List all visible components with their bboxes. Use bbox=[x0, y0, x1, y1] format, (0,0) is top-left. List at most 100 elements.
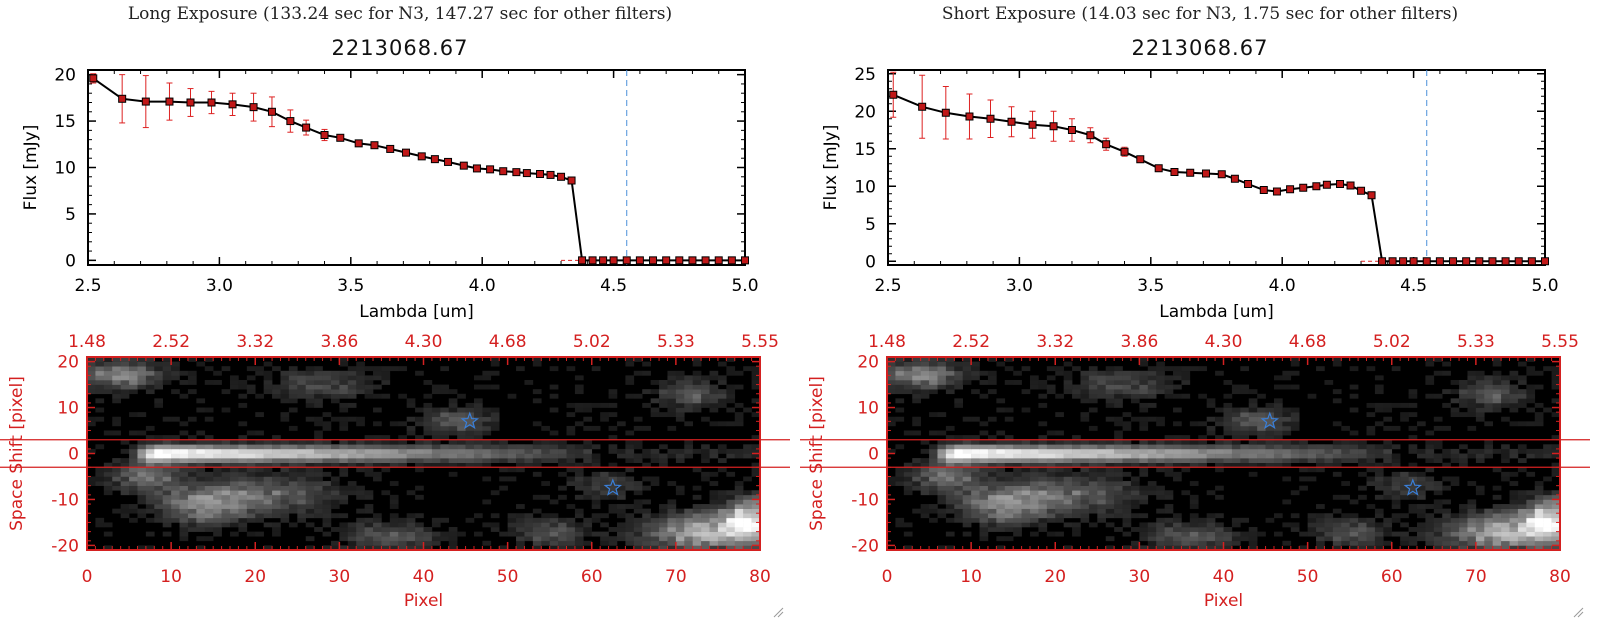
image-pixel bbox=[272, 490, 281, 496]
image-pixel bbox=[532, 398, 542, 404]
image-pixel bbox=[1374, 508, 1384, 514]
image-pixel bbox=[255, 448, 264, 454]
image-pixel bbox=[145, 494, 155, 500]
image-pixel bbox=[541, 522, 550, 528]
image-pixel bbox=[650, 379, 660, 385]
image-pixel bbox=[1492, 448, 1502, 454]
image-pixel bbox=[1114, 494, 1123, 500]
image-pixel bbox=[171, 444, 180, 450]
image-pixel bbox=[1484, 545, 1493, 551]
image-pixel bbox=[1517, 504, 1527, 509]
image-pixel bbox=[196, 476, 206, 482]
image-pixel bbox=[440, 425, 450, 431]
image-pixel bbox=[457, 407, 466, 413]
image-pixel bbox=[1080, 384, 1090, 390]
image-pixel bbox=[743, 508, 752, 514]
image-pixel bbox=[465, 458, 475, 463]
image-pixel bbox=[726, 517, 736, 523]
image-pixel bbox=[1324, 462, 1334, 468]
image-pixel bbox=[305, 453, 315, 459]
image-pixel bbox=[1366, 545, 1376, 551]
image-pixel bbox=[743, 448, 752, 454]
image-pixel bbox=[347, 527, 357, 532]
image-pixel bbox=[339, 421, 349, 427]
image-pixel bbox=[1164, 393, 1174, 399]
image-pixel bbox=[717, 375, 727, 381]
image-pixel bbox=[920, 513, 930, 519]
image-pixel bbox=[364, 393, 374, 399]
image-pixel bbox=[516, 513, 525, 519]
image-pixel bbox=[457, 430, 466, 436]
image-pixel bbox=[659, 453, 668, 459]
resize-grip-icon[interactable] bbox=[1572, 606, 1584, 618]
image-pixel bbox=[95, 476, 105, 482]
image-pixel bbox=[726, 407, 736, 413]
image-pixel bbox=[499, 453, 508, 459]
image-pixel bbox=[364, 536, 374, 542]
image-pixel bbox=[347, 462, 357, 468]
image-pixel bbox=[196, 471, 206, 477]
image-pixel bbox=[675, 370, 685, 376]
image-pixel bbox=[196, 361, 206, 367]
image-pixel bbox=[751, 517, 761, 523]
image-pixel bbox=[558, 536, 567, 542]
image-pixel bbox=[1231, 430, 1241, 436]
image-pixel bbox=[1097, 471, 1107, 477]
data-point bbox=[1357, 186, 1366, 195]
image-pixel bbox=[1139, 393, 1149, 399]
image-pixel bbox=[633, 517, 643, 523]
image-pixel bbox=[1282, 407, 1292, 413]
image-pixel bbox=[650, 448, 660, 454]
image-pixel bbox=[1501, 471, 1510, 477]
image-pixel bbox=[541, 458, 550, 463]
image-pixel bbox=[87, 361, 96, 367]
image-pixel bbox=[1534, 402, 1544, 408]
data-point bbox=[588, 256, 597, 265]
image-pixel bbox=[566, 444, 576, 450]
image-pixel bbox=[213, 444, 222, 450]
image-pixel bbox=[1105, 379, 1115, 385]
image-pixel bbox=[1341, 540, 1350, 546]
image-pixel bbox=[1030, 481, 1039, 486]
resize-grip-icon[interactable] bbox=[772, 606, 784, 618]
image-pixel bbox=[1299, 448, 1308, 454]
image-pixel bbox=[1038, 476, 1048, 482]
image-pixel bbox=[1248, 430, 1258, 436]
image-pixel bbox=[1400, 522, 1409, 528]
image-pixel bbox=[1240, 421, 1250, 427]
image-pixel bbox=[516, 448, 525, 454]
image-pixel bbox=[929, 357, 938, 362]
image-pixel bbox=[1425, 536, 1435, 542]
image-pixel bbox=[1189, 545, 1199, 551]
image-pixel bbox=[204, 485, 214, 491]
image-pixel bbox=[1374, 476, 1384, 482]
image-pixel bbox=[692, 536, 702, 542]
image-pixel bbox=[625, 476, 635, 482]
image-pixel bbox=[692, 389, 702, 395]
image-pixel bbox=[1063, 490, 1073, 496]
image-pixel bbox=[389, 545, 399, 551]
image-pixel bbox=[726, 504, 736, 509]
data-point bbox=[701, 256, 710, 265]
image-pixel bbox=[1501, 545, 1510, 551]
image-pixel bbox=[524, 527, 534, 532]
image-pixel bbox=[1290, 421, 1300, 427]
image-pixel bbox=[1156, 389, 1165, 395]
image-pixel bbox=[415, 513, 424, 519]
image-pixel bbox=[1257, 458, 1266, 463]
image-pixel bbox=[1164, 366, 1174, 372]
image-pixel bbox=[1526, 490, 1536, 496]
image-pixel bbox=[339, 389, 349, 395]
image-pixel bbox=[1442, 485, 1451, 491]
image-pixel bbox=[322, 444, 332, 450]
image-pixel bbox=[532, 531, 542, 537]
image-pixel bbox=[347, 366, 357, 372]
image-pixel bbox=[633, 490, 643, 496]
image-pixel bbox=[532, 389, 542, 395]
image-pixel bbox=[912, 384, 921, 390]
image-pixel bbox=[465, 416, 475, 422]
image-pixel bbox=[701, 536, 710, 542]
image-pixel bbox=[591, 476, 601, 482]
image-pixel bbox=[246, 481, 256, 486]
image-pixel bbox=[583, 407, 593, 413]
